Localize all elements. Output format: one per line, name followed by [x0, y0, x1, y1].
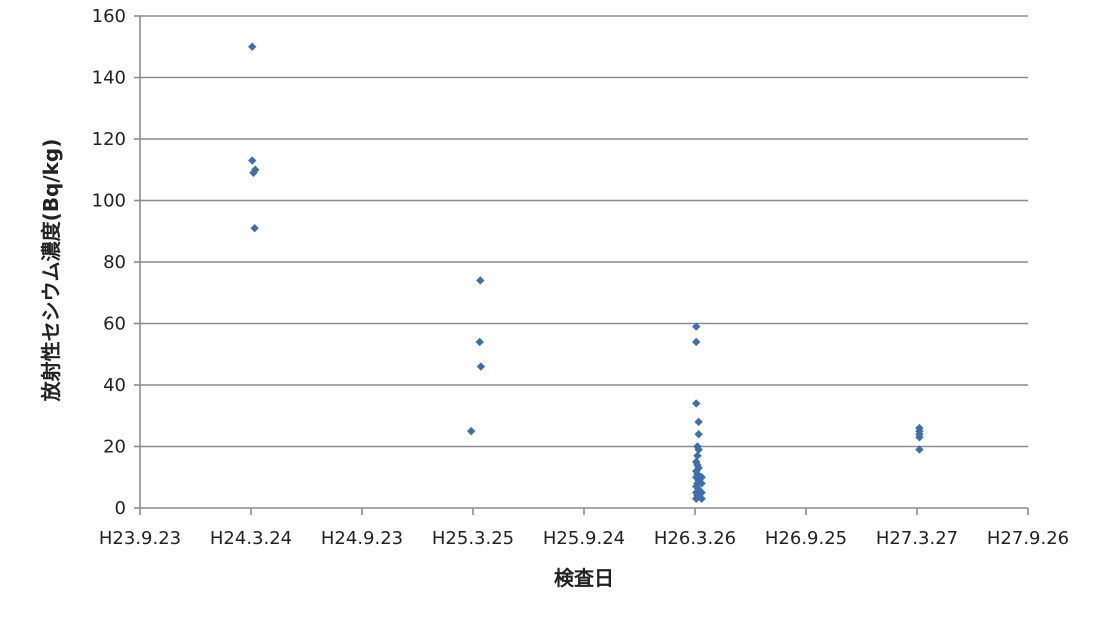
x-tick-label: H24.3.24 — [210, 528, 292, 549]
y-tick-label: 100 — [92, 191, 126, 212]
x-axis-title: 検査日 — [554, 566, 614, 590]
data-point — [475, 337, 484, 347]
x-tick-label: H26.3.26 — [654, 528, 736, 549]
data-point — [694, 476, 703, 485]
data-point — [248, 156, 257, 165]
x-tick-label: H27.3.27 — [876, 528, 958, 549]
x-tick-label: H24.9.23 — [321, 528, 403, 549]
data-point — [693, 451, 702, 460]
data-point — [476, 276, 485, 285]
y-tick-label: 160 — [92, 6, 126, 27]
data-point — [692, 494, 701, 503]
x-tick-label: H25.3.25 — [432, 528, 514, 549]
x-tick-labels: H23.9.23 H24.3.24 H24.9.23 H25.3.25 H25.9.24… — [99, 528, 1069, 549]
data-point — [692, 399, 701, 408]
data-point — [476, 362, 486, 371]
data-point — [694, 445, 703, 454]
data-point — [251, 165, 260, 174]
data-point — [466, 426, 476, 436]
data-point — [692, 337, 701, 347]
x-tick-label: H27.9.26 — [987, 528, 1069, 549]
data-point — [915, 445, 924, 454]
data-point — [248, 42, 257, 51]
y-tick-label: 140 — [92, 68, 126, 89]
y-tick-label: 0 — [115, 498, 126, 519]
y-tick-labels: 0 20 40 60 80 100 120 140 160 — [92, 6, 126, 519]
grid-layer — [140, 15, 1028, 448]
data-point — [692, 322, 701, 331]
y-tick-label: 80 — [103, 252, 126, 273]
data-point — [694, 485, 703, 494]
data-points — [248, 42, 924, 503]
y-tick-label: 120 — [92, 129, 126, 150]
y-tick-label: 60 — [103, 314, 126, 335]
data-point — [250, 223, 259, 233]
data-point — [694, 491, 703, 500]
y-tick-label: 20 — [103, 437, 126, 458]
data-point — [697, 479, 706, 488]
data-point — [694, 430, 703, 439]
data-point — [915, 433, 924, 442]
data-point — [693, 460, 702, 470]
data-point — [693, 442, 702, 451]
data-point — [697, 494, 706, 503]
axis-layer — [134, 15, 1029, 515]
x-tick-label: H25.9.24 — [543, 528, 625, 549]
x-tick-label: H26.9.25 — [765, 528, 847, 549]
y-tick-label: 40 — [103, 375, 126, 396]
data-point — [694, 463, 703, 473]
x-tick-label: H23.9.23 — [99, 528, 181, 549]
y-axis-title: 放射性セシウム濃度(Bq/kg) — [39, 139, 63, 403]
data-point — [694, 417, 703, 427]
